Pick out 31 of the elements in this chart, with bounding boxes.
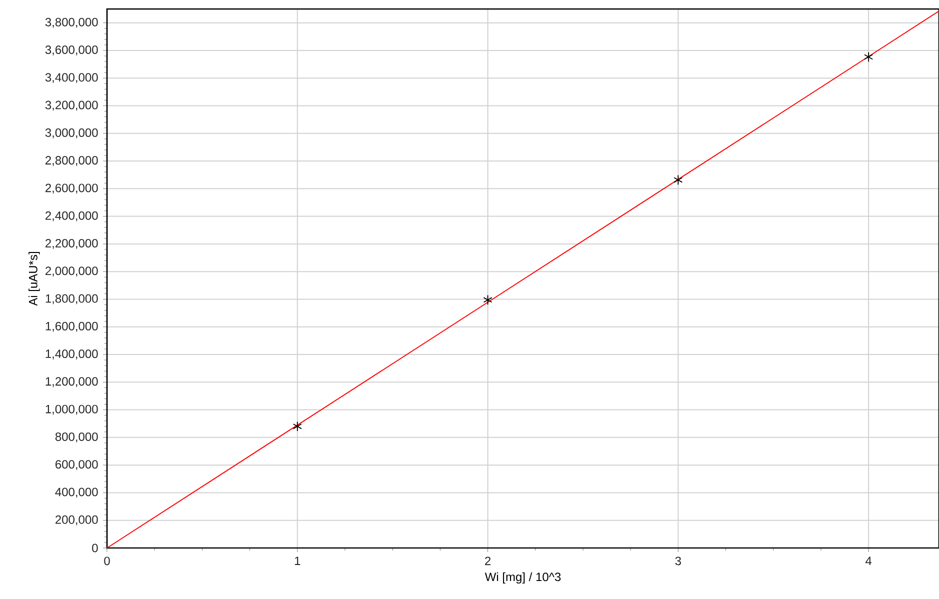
y-tick-label: 200,000 <box>56 515 98 526</box>
point <box>674 174 683 186</box>
x-axis-title: Wi [mg] / 10^3 <box>484 572 561 584</box>
x-tick-label: 3 <box>675 556 681 566</box>
y-tick-label: 2,200,000 <box>46 238 98 249</box>
y-tick-label: 1,400,000 <box>46 350 98 360</box>
y-tick-label: 3,200,000 <box>45 100 98 111</box>
y-tick-label: 3,600,000 <box>45 45 98 56</box>
y-tick-label: 3,000,000 <box>45 128 98 138</box>
point <box>483 294 492 306</box>
y-tick-label: 3,800,000 <box>45 18 98 28</box>
y-tick-label: 1,600,000 <box>46 322 98 332</box>
y-tick-label: 1,000,000 <box>46 404 98 415</box>
point <box>292 421 302 432</box>
x-tick-label: 1 <box>294 556 300 565</box>
y-tick-label: 0 <box>92 544 98 552</box>
point <box>864 52 874 62</box>
y-tick-label: 600,000 <box>56 460 98 470</box>
y-tick-label: 2,600,000 <box>46 184 98 194</box>
y-tick-label: 1,800,000 <box>46 294 98 304</box>
x-tick-label: 4 <box>865 556 872 565</box>
y-tick-label: 2,400,000 <box>46 211 98 222</box>
x-tick-label: 0 <box>104 556 110 566</box>
x-tick-label: 2 <box>485 556 491 566</box>
y-tick-label: 800,000 <box>55 432 98 442</box>
y-axis-title: Ai [uAU*s] <box>28 252 40 306</box>
y-tick-label: 1,200,000 <box>46 377 98 388</box>
y-tick-label: 400,000 <box>55 488 98 498</box>
y-tick-label: 2,800,000 <box>46 156 98 166</box>
y-tick-label: 2,000,000 <box>46 266 98 277</box>
y-tick-label: 3,400,000 <box>45 73 98 84</box>
